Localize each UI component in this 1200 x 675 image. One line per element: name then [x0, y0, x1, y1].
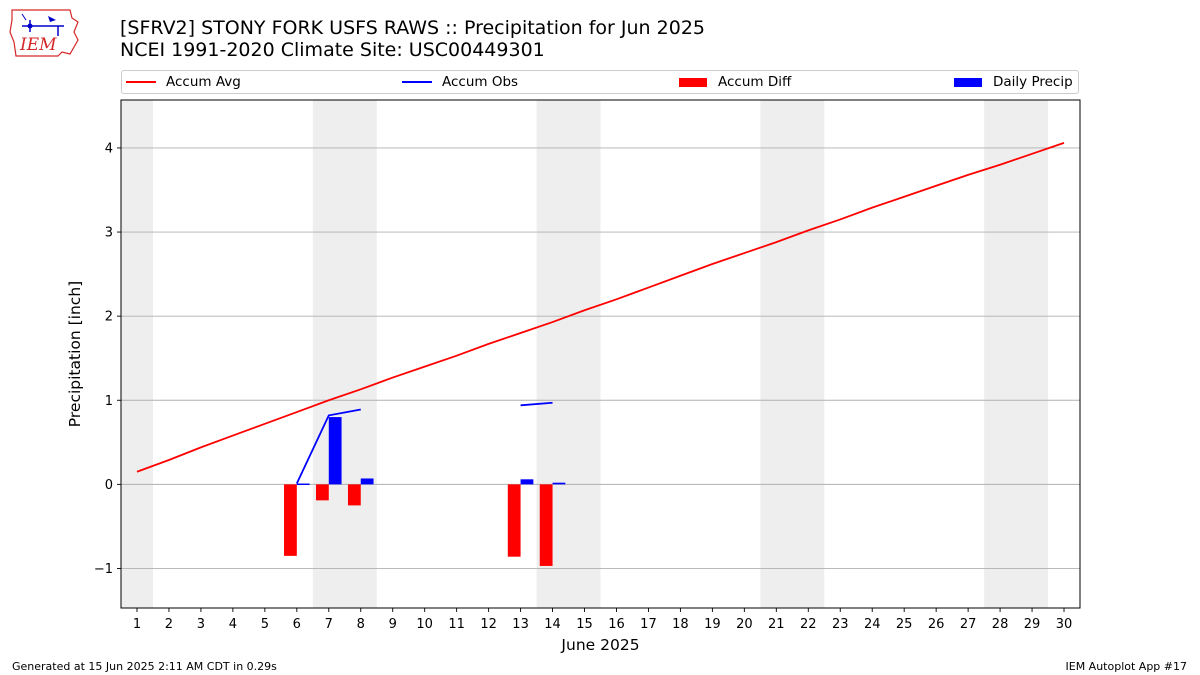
legend-label-daily-precip: Daily Precip [993, 74, 1073, 90]
x-tick-label: 23 [832, 617, 849, 632]
accum-obs-line-1 [520, 401, 553, 407]
x-tick-label: 6 [293, 617, 301, 632]
x-tick-label: 12 [480, 617, 497, 632]
x-tick-label: 15 [576, 617, 593, 632]
y-tick-label: 4 [105, 141, 113, 156]
accum-obs-line-0 [296, 408, 361, 484]
y-axis-label: Precipitation [inch] [66, 281, 84, 427]
y-tick-label: −1 [94, 562, 113, 577]
plot-frame [120, 99, 1081, 609]
x-tick-label: 11 [448, 617, 465, 632]
x-tick-label: 29 [1024, 617, 1041, 632]
x-tick-label: 3 [197, 617, 205, 632]
legend-swatch-accum-diff [679, 77, 707, 87]
daily-precip-bar-day-8 [360, 478, 374, 485]
y-tick-label: 0 [105, 478, 113, 493]
footer-app-id: IEM Autoplot App #17 [1065, 660, 1188, 673]
legend-item-accum-obs: Accum Obs [402, 71, 518, 93]
title-line-2: NCEI 1991-2020 Climate Site: USC00449301 [120, 39, 545, 61]
chart-title: [SFRV2] STONY FORK USFS RAWS :: Precipit… [120, 17, 705, 61]
legend-swatch-accum-avg [126, 81, 156, 83]
x-tick-label: 19 [704, 617, 721, 632]
legend-label-accum-obs: Accum Obs [442, 74, 519, 90]
x-tick-label: 25 [896, 617, 913, 632]
x-tick-label: 17 [640, 617, 657, 632]
legend-item-accum-avg: Accum Avg [126, 71, 241, 93]
weekend-shade-4 [984, 100, 1049, 608]
weekend-shade-1 [312, 100, 377, 608]
daily-precip-bar-day-6 [296, 483, 310, 486]
weekend-shade-3 [760, 100, 825, 608]
legend-item-accum-diff: Accum Diff [679, 71, 791, 93]
x-tick-label: 4 [229, 617, 237, 632]
x-tick-label: 22 [800, 617, 817, 632]
legend-label-accum-diff: Accum Diff [718, 74, 792, 90]
x-tick-label: 30 [1056, 617, 1073, 632]
accum-diff-bar-day-6 [284, 484, 297, 556]
accum-avg-line [136, 142, 1065, 473]
accum-diff-bar-day-7 [315, 484, 329, 501]
x-tick-label: 16 [608, 617, 625, 632]
footer-generated: Generated at 15 Jun 2025 2:11 AM CDT in … [12, 660, 277, 673]
x-axis-label: June 2025 [560, 636, 639, 654]
accum-diff-bar-day-8 [347, 484, 361, 506]
accum-diff-bar-day-14 [539, 484, 553, 566]
x-tick-label: 8 [357, 617, 365, 632]
daily-precip-bar-day-13 [520, 479, 534, 485]
legend-label-accum-avg: Accum Avg [166, 74, 241, 90]
daily-precip-bar-day-14 [552, 482, 566, 485]
y-tick-label: 2 [105, 310, 113, 325]
x-tick-label: 9 [389, 617, 397, 632]
daily-precip-bar-day-7 [328, 417, 342, 485]
y-tick-label: 3 [105, 226, 113, 241]
x-tick-label: 10 [416, 617, 433, 632]
weekend-shade-0 [121, 100, 153, 608]
chart-legend: Accum Avg Accum Obs Accum Diff Daily Pre… [121, 70, 1079, 94]
x-tick-label: 2 [165, 617, 173, 632]
legend-swatch-daily-precip [954, 77, 982, 87]
y-tick-label: 1 [105, 394, 113, 409]
x-tick-label: 27 [960, 617, 977, 632]
x-tick-label: 18 [672, 617, 689, 632]
x-tick-label: 24 [864, 617, 881, 632]
legend-swatch-accum-obs [402, 81, 432, 83]
x-tick-label: 1 [133, 617, 141, 632]
logo-text: IEM [19, 35, 57, 55]
x-tick-label: 5 [261, 617, 269, 632]
x-tick-label: 21 [768, 617, 785, 632]
accum-diff-bar-day-13 [507, 484, 521, 557]
legend-item-daily-precip: Daily Precip [954, 71, 1073, 93]
iem-logo: IEM [8, 6, 80, 60]
title-line-1: [SFRV2] STONY FORK USFS RAWS :: Precipit… [120, 17, 705, 39]
x-tick-label: 20 [736, 617, 753, 632]
x-tick-label: 26 [928, 617, 945, 632]
x-tick-label: 13 [512, 617, 529, 632]
x-tick-label: 7 [325, 617, 333, 632]
x-tick-label: 14 [544, 617, 561, 632]
x-tick-label: 28 [992, 617, 1009, 632]
